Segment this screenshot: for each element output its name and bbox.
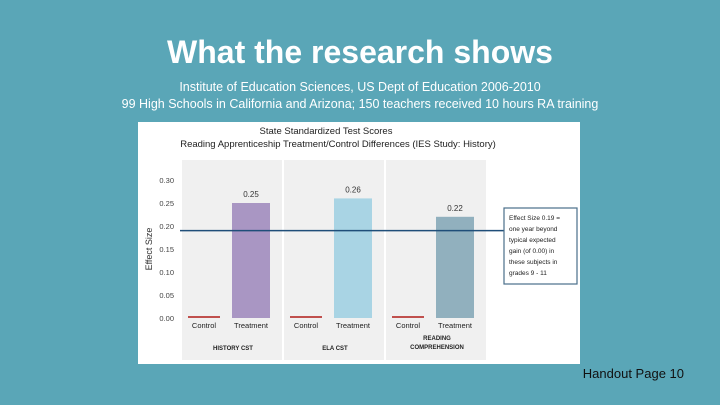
y-axis-label: Effect Size [144, 228, 154, 271]
control-bar-label: Control [192, 321, 217, 330]
group-label: HISTORY CST [213, 346, 253, 352]
control-bar-label: Control [396, 321, 421, 330]
treatment-value-label: 0.22 [447, 204, 463, 213]
slide-title: What the research shows [167, 34, 553, 70]
control-bar [290, 316, 322, 318]
chart-card: State Standardized Test Scores Reading Ap… [138, 122, 580, 364]
treatment-bar-label: Treatment [438, 321, 473, 330]
y-tick-label: 0.00 [159, 314, 174, 323]
treatment-bar-label: Treatment [234, 321, 269, 330]
slide-subtitle-source: Institute of Education Sciences, US Dept… [179, 80, 541, 94]
y-tick-label: 0.30 [159, 176, 174, 185]
chart-subtitle: Reading Apprenticeship Treatment/Control… [180, 139, 496, 150]
treatment-bar [232, 203, 270, 318]
y-tick-label: 0.25 [159, 199, 174, 208]
control-bar [188, 316, 220, 318]
group-label: READING [423, 336, 451, 342]
treatment-bar [334, 198, 372, 318]
annotation-box [503, 207, 578, 285]
control-bar [392, 316, 424, 318]
slide-subtitle-sample: 99 High Schools in California and Arizon… [121, 97, 599, 111]
chart-title: State Standardized Test Scores [260, 126, 393, 137]
annotation-line: these subjects in [509, 259, 558, 266]
group-label: COMPREHENSION [410, 345, 464, 351]
y-tick-label: 0.20 [159, 222, 174, 231]
annotation-line: grades 9 - 11 [509, 270, 547, 277]
y-tick-label: 0.15 [159, 245, 174, 254]
treatment-value-label: 0.25 [243, 190, 259, 199]
y-tick-label: 0.10 [159, 268, 174, 277]
group-label: ELA CST [322, 346, 348, 352]
treatment-value-label: 0.26 [345, 185, 361, 194]
annotation-line: Effect Size 0.19 = [509, 215, 560, 222]
effect-size-chart: State Standardized Test Scores Reading Ap… [144, 126, 578, 360]
annotation-line: gain (of 0.00) in [509, 248, 555, 255]
treatment-bar [436, 216, 474, 318]
control-bar-label: Control [294, 321, 319, 330]
handout-page-label: Handout Page 10 [582, 366, 684, 381]
treatment-bar-label: Treatment [336, 321, 371, 330]
annotation-line: typical expected [509, 237, 556, 244]
annotation-line: one year beyond [509, 226, 558, 233]
y-tick-label: 0.05 [159, 291, 174, 300]
